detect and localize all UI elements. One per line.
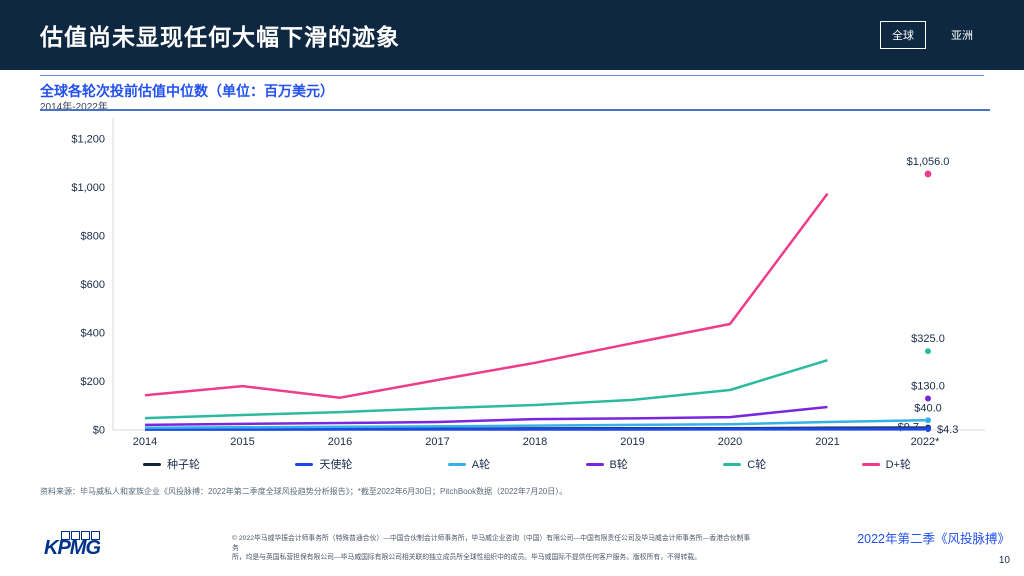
x-tick-label: 2020 bbox=[718, 436, 742, 448]
series-end-label-5: $1,056.0 bbox=[907, 156, 950, 168]
series-end-dot-5 bbox=[924, 170, 932, 178]
chart-svg: $0 $200 $400 $600 $800 $1,000 $1,200 2014 2015 20… bbox=[71, 118, 985, 448]
y-tick-label: $1,200 bbox=[71, 134, 105, 146]
y-tick-label: $0 bbox=[93, 425, 105, 437]
legend-item-1: 天使轮 bbox=[295, 456, 352, 472]
legend-label-0: 种子轮 bbox=[167, 459, 200, 471]
disclaimer-line-1: © 2022毕马威华振会计师事务所（特殊普通合伙）—中国合伙制会计师事务所，毕马… bbox=[232, 535, 751, 552]
legend-swatch-0 bbox=[143, 462, 161, 466]
page-number: 10 bbox=[998, 555, 1010, 566]
chart-subtitle: 2014年-2022年 bbox=[40, 102, 108, 113]
kpmg-logo: KPMG bbox=[40, 531, 130, 565]
series-end-label-4: $325.0 bbox=[911, 333, 945, 345]
legend-item-4: C轮 bbox=[723, 456, 766, 472]
series-line-4 bbox=[144, 359, 828, 420]
region-toggle-group: 全球 亚洲 bbox=[880, 21, 984, 49]
series-end-dot-1 bbox=[925, 425, 931, 432]
legend-item-5: D+轮 bbox=[861, 456, 911, 472]
legend-label-2: A轮 bbox=[471, 459, 491, 471]
toggle-asia[interactable]: 亚洲 bbox=[951, 30, 973, 42]
series-end-dot-4 bbox=[925, 348, 931, 355]
legend-item-0: 种子轮 bbox=[143, 456, 200, 472]
kpmg-logo-squares bbox=[61, 531, 100, 540]
toggle-global[interactable]: 全球 bbox=[880, 21, 926, 49]
y-tick-label: $1,000 bbox=[71, 182, 105, 194]
legend-swatch-4 bbox=[723, 462, 742, 466]
series-end-label-3: $130.0 bbox=[911, 380, 945, 392]
legend-item-2: A轮 bbox=[447, 456, 491, 472]
x-tick-label: 2014 bbox=[133, 436, 157, 448]
report-name: 2022年第二季《风投脉搏》 bbox=[857, 532, 1010, 546]
disclaimer-line-2: 所，均是与英国私营担保有限公司—毕马威国际有限公司相关联的独立成员所全球性组织中… bbox=[232, 554, 701, 561]
chart-title-divider bbox=[40, 109, 990, 111]
y-tick-label: $600 bbox=[81, 279, 105, 291]
legend-label-3: B轮 bbox=[609, 459, 628, 471]
series-line-3 bbox=[144, 405, 828, 427]
legend-swatch-1 bbox=[295, 462, 314, 466]
series-end-label-2: $40.0 bbox=[914, 402, 942, 414]
legend-label-1: 天使轮 bbox=[319, 459, 353, 471]
header-divider bbox=[40, 75, 984, 76]
series-end-dot-3 bbox=[925, 395, 931, 402]
x-tick-label: 2021 bbox=[815, 436, 839, 448]
series-end-label-1: $4.3 bbox=[937, 424, 958, 436]
x-tick-label: 2015 bbox=[230, 436, 254, 448]
series-end-dot-2 bbox=[925, 417, 931, 424]
footer-disclaimer: © 2022毕马威华振会计师事务所（特殊普通合伙）—中国合伙制会计师事务所，毕马… bbox=[232, 534, 752, 563]
x-tick-label: 2018 bbox=[523, 436, 547, 448]
y-tick-label: $400 bbox=[81, 328, 105, 340]
y-tick-label: $200 bbox=[81, 376, 105, 388]
page-title: 估值尚未显现任何大幅下滑的迹象 bbox=[40, 24, 400, 50]
header-bar: 估值尚未显现任何大幅下滑的迹象 全球 亚洲 bbox=[0, 0, 1024, 70]
source-note: 资料来源：毕马威私人和家族企业《风投脉搏：2022年第二季度全球风投趋势分析报告… bbox=[40, 487, 568, 496]
legend-swatch-3 bbox=[585, 462, 604, 466]
series-line-2 bbox=[144, 419, 926, 430]
x-tick-label: 2022* bbox=[911, 436, 940, 448]
series-line-5 bbox=[144, 192, 829, 399]
kpmg-logo-text: KPMG bbox=[44, 537, 101, 559]
legend-item-3: B轮 bbox=[585, 456, 628, 472]
x-tick-label: 2019 bbox=[620, 436, 644, 448]
valuation-line-chart: $0 $200 $400 $600 $800 $1,000 $1,200 2014 2015 20… bbox=[0, 110, 1024, 450]
y-tick-label: $800 bbox=[81, 231, 105, 243]
x-tick-label: 2016 bbox=[328, 436, 352, 448]
chart-title: 全球各轮次投前估值中位数（单位：百万美元） bbox=[40, 83, 334, 99]
legend-label-4: C轮 bbox=[747, 459, 767, 471]
x-tick-label: 2017 bbox=[425, 436, 449, 448]
legend-label-5: D+轮 bbox=[885, 459, 911, 471]
legend-swatch-5 bbox=[861, 462, 880, 466]
chart-legend: 种子轮 天使轮 A轮 B轮 C轮 D+轮 bbox=[143, 456, 911, 472]
legend-swatch-2 bbox=[447, 462, 466, 466]
